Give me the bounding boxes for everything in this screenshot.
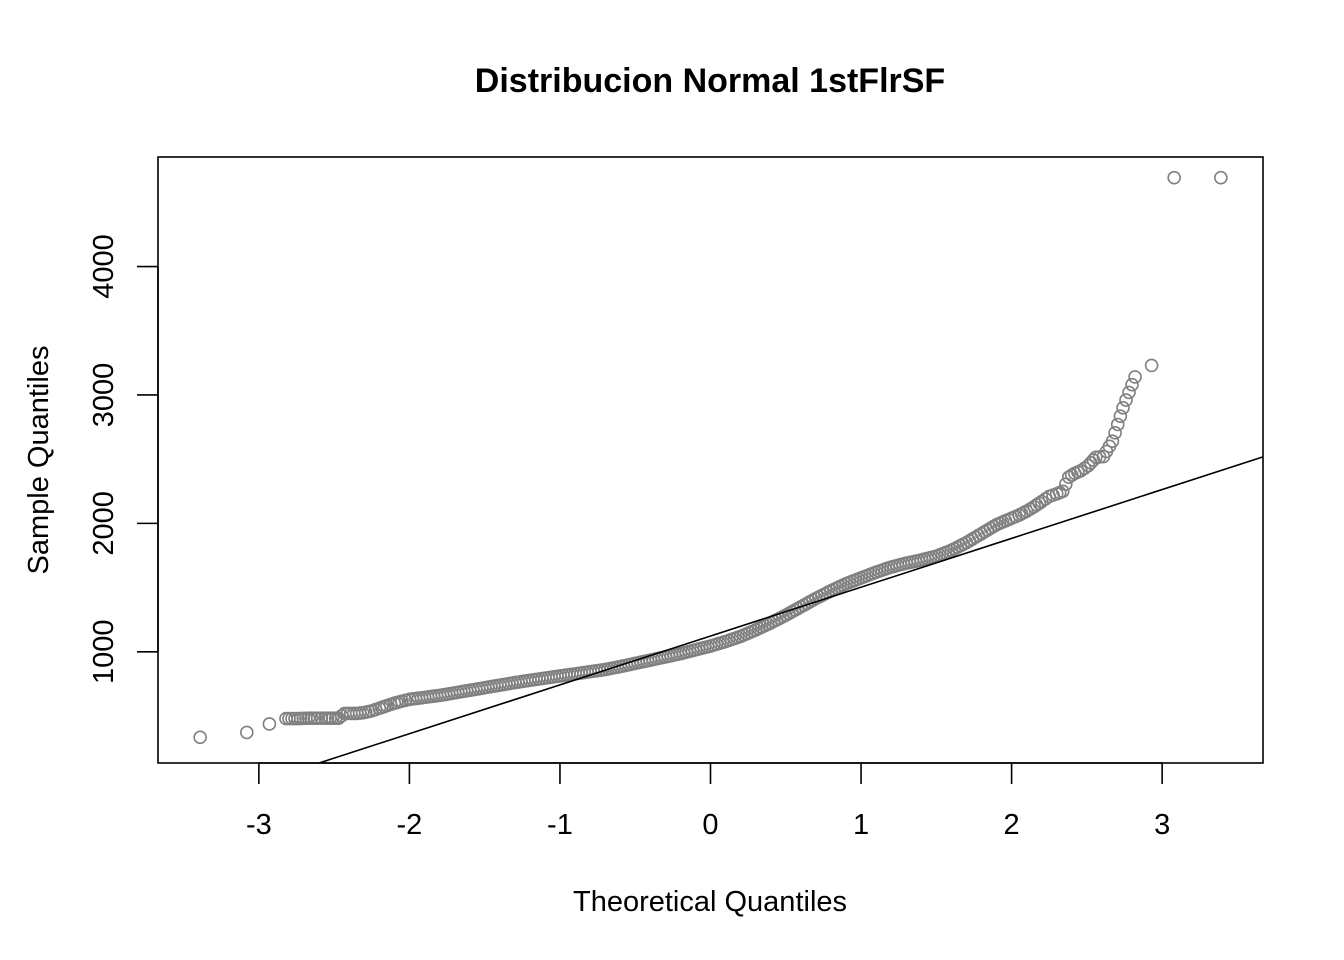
- data-point: [1113, 409, 1128, 423]
- x-tick-label: 0: [702, 809, 718, 841]
- data-point: [240, 725, 254, 740]
- data-point: [1055, 484, 1070, 499]
- sample-points: [193, 170, 1228, 745]
- data-point: [262, 717, 277, 731]
- data-point: [1214, 170, 1228, 185]
- plot-frame: [157, 156, 1264, 764]
- data-point: [1128, 370, 1142, 384]
- x-axis-label: Theoretical Quantiles: [573, 886, 847, 918]
- data-point: [1110, 417, 1125, 432]
- x-axis: -3 -2 -1 0 1 2 3: [246, 762, 1170, 841]
- y-tick-label: 3000: [88, 363, 120, 428]
- data-point: [193, 730, 207, 745]
- y-tick-label: 1000: [88, 620, 120, 685]
- y-tick-label: 4000: [88, 234, 120, 299]
- x-tick-label: 1: [853, 809, 869, 841]
- data-point: [1108, 426, 1122, 440]
- data-point: [1105, 434, 1120, 448]
- data-point: [1116, 400, 1130, 415]
- chart-title: Distribucion Normal 1stFlrSF: [475, 62, 945, 100]
- y-tick-label: 2000: [88, 491, 120, 556]
- data-point: [1119, 393, 1133, 407]
- data-point: [1167, 170, 1181, 185]
- data-point: [1144, 358, 1159, 373]
- data-point: [1089, 450, 1103, 465]
- x-tick-label: -1: [547, 809, 573, 841]
- y-axis-label: Sample Quantiles: [23, 346, 55, 575]
- x-tick-label: -2: [397, 809, 423, 841]
- x-tick-label: 2: [1004, 809, 1020, 841]
- data-point: [1038, 492, 1053, 506]
- x-tick-label: -3: [246, 809, 272, 841]
- data-point: [1122, 385, 1136, 400]
- data-point: [1058, 477, 1073, 492]
- data-point: [1125, 377, 1139, 392]
- x-tick-label: 3: [1154, 809, 1170, 841]
- reference-line: [318, 456, 1264, 764]
- y-axis: 1000 2000 3000 4000: [88, 234, 159, 685]
